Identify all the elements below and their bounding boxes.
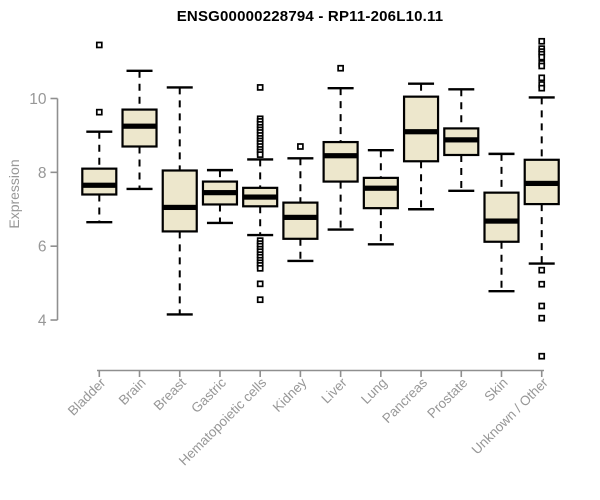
median-line xyxy=(202,190,237,196)
median-line xyxy=(524,180,559,187)
outlier-point xyxy=(256,264,264,272)
boxplot-skin xyxy=(483,152,520,293)
x-tick-label: Pancreas xyxy=(379,375,430,426)
boxplot-bladder xyxy=(81,41,118,224)
median-line xyxy=(283,214,318,220)
x-tick-label: Kidney xyxy=(270,375,310,415)
median-line xyxy=(484,218,519,224)
outlier-point xyxy=(256,280,264,288)
boxplot-liver xyxy=(322,64,359,231)
boxplot-pancreas xyxy=(402,82,440,211)
y-tick-label: 4 xyxy=(38,313,47,330)
boxplot-unknown-other xyxy=(523,37,560,360)
boxplot-kidney xyxy=(282,143,319,263)
median-line xyxy=(162,204,197,211)
outlier-point xyxy=(538,352,546,360)
outlier-point xyxy=(538,62,546,70)
median-line xyxy=(363,185,398,191)
outlier-point xyxy=(538,84,546,92)
outlier-point xyxy=(256,151,264,158)
y-tick-label: 10 xyxy=(29,91,47,108)
x-tick-label: Liver xyxy=(318,375,350,407)
outlier-point xyxy=(538,74,546,82)
y-tick-label: 6 xyxy=(38,239,47,256)
y-tick-label: 8 xyxy=(38,165,47,182)
outlier-point xyxy=(95,108,103,116)
box xyxy=(322,140,359,183)
outlier-point xyxy=(538,53,546,61)
outlier-point xyxy=(538,314,546,322)
x-tick-label: Lung xyxy=(358,375,390,407)
x-tick-label: Brain xyxy=(116,375,149,408)
median-line xyxy=(404,129,439,135)
outlier-point xyxy=(538,302,546,310)
boxplot-lung xyxy=(362,148,399,246)
boxplot-breast xyxy=(161,86,198,316)
outlier-point xyxy=(95,41,103,49)
outlier-point xyxy=(538,266,546,274)
box xyxy=(483,191,520,243)
x-tick-label: Skin xyxy=(481,375,510,404)
box xyxy=(161,169,198,233)
outlier-point xyxy=(297,143,304,150)
boxplot-brain xyxy=(121,69,158,191)
outlier-point xyxy=(538,280,546,288)
boxplot-hematopoietic-cells xyxy=(242,84,279,304)
median-line xyxy=(243,194,278,200)
boxplot-prostate xyxy=(443,88,480,193)
median-line xyxy=(444,137,479,143)
box xyxy=(402,95,440,163)
box xyxy=(81,167,118,196)
chart-title: ENSG00000228794 - RP11-206L10.11 xyxy=(176,8,444,25)
outlier-point xyxy=(256,84,264,91)
median-line xyxy=(323,153,358,159)
x-tick-label: Unknown / Other xyxy=(469,375,552,458)
outlier-point xyxy=(538,37,546,45)
x-tick-label: Bladder xyxy=(65,375,109,419)
median-line xyxy=(122,123,157,129)
median-line xyxy=(82,182,117,188)
x-tick-label: Breast xyxy=(151,375,189,413)
boxplot-gastric xyxy=(201,168,239,225)
box xyxy=(282,201,319,240)
x-tick-label: Prostate xyxy=(424,375,470,421)
box xyxy=(362,176,399,210)
outlier-point xyxy=(337,64,344,72)
outlier-point xyxy=(256,296,264,304)
